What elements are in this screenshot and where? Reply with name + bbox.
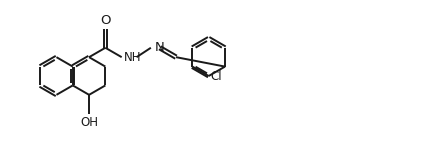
Text: N: N xyxy=(154,41,164,54)
Text: Cl: Cl xyxy=(210,69,222,83)
Text: O: O xyxy=(100,14,111,27)
Text: NH: NH xyxy=(124,51,141,64)
Text: OH: OH xyxy=(80,116,98,129)
